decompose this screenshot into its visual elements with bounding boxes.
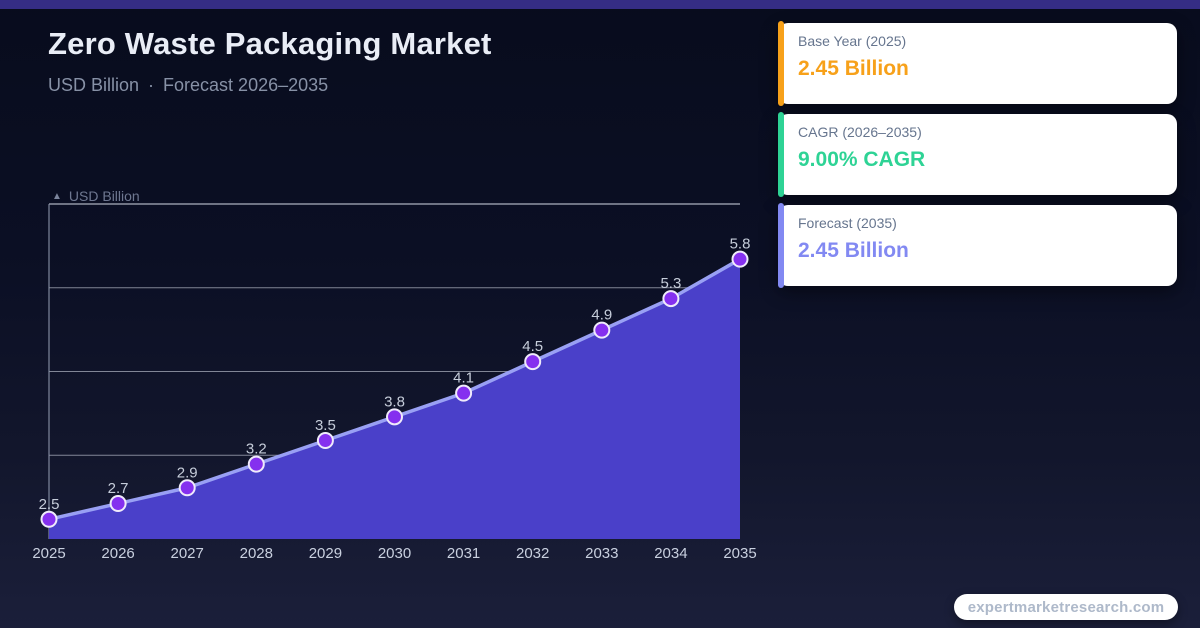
data-point-label: 4.5 [522, 338, 543, 355]
data-point-label: 5.3 [660, 275, 681, 292]
y-axis-label-text: USD Billion [68, 188, 140, 204]
data-point [593, 321, 611, 339]
x-tick-label: 2027 [171, 545, 204, 562]
x-tick-label: 2031 [447, 545, 480, 562]
stat-card-label: Forecast (2035) [798, 215, 897, 231]
data-point [524, 353, 542, 371]
data-point-label: 2.5 [39, 496, 60, 513]
website-badge-text: expertmarketresearch.com [967, 598, 1165, 616]
data-point [178, 479, 196, 497]
data-point-label: 3.2 [246, 441, 267, 458]
x-tick-label: 2034 [654, 545, 687, 562]
data-point-label: 4.1 [453, 370, 474, 387]
subtitle-unit: USD Billion [48, 75, 140, 95]
x-tick-label: 2025 [32, 545, 65, 562]
subtitle-separator: · [148, 75, 155, 95]
area-fill [49, 259, 740, 539]
data-point [247, 455, 265, 473]
data-point-label: 5.8 [730, 236, 751, 253]
data-point [731, 250, 749, 268]
x-tick-label: 2028 [240, 545, 273, 562]
axis-arrow-icon: ▲ [52, 190, 62, 202]
data-point [109, 495, 127, 513]
card-accent-stripe [778, 21, 784, 106]
stat-cards: Base Year (2025) 2.45 Billion CAGR (2026… [778, 21, 1177, 296]
card-accent-stripe [778, 112, 784, 197]
data-point [40, 510, 58, 528]
data-point-label: 3.5 [315, 417, 336, 434]
x-tick-label: 2030 [378, 545, 411, 562]
page-subtitle: USD Billion · Forecast 2026–2035 [48, 75, 492, 96]
header: Zero Waste Packaging Market USD Billion ·… [48, 26, 492, 96]
card-accent-stripe [778, 203, 784, 288]
x-tick-label: 2026 [101, 545, 134, 562]
trend-line [47, 257, 742, 522]
subtitle-forecast: Forecast 2026–2035 [163, 75, 329, 95]
data-point-label: 4.9 [591, 307, 612, 324]
stat-card-forecast: Forecast (2035) 2.45 Billion [778, 203, 1177, 288]
x-tick-label: 2032 [516, 545, 549, 562]
data-point [386, 408, 403, 426]
stat-card-label: CAGR (2026–2035) [798, 124, 922, 140]
x-tick-label: 2035 [723, 545, 756, 562]
top-accent-bar [0, 0, 1200, 9]
data-point [316, 431, 334, 449]
stat-card-value: 2.45 Billion [798, 239, 909, 262]
y-axis-label: ▲ USD Billion [52, 188, 140, 204]
data-point-label: 3.8 [384, 393, 405, 410]
data-point-label: 2.9 [177, 464, 198, 481]
page-title: Zero Waste Packaging Market [48, 26, 492, 61]
stat-card-value: 9.00% CAGR [798, 148, 926, 171]
x-tick-label: 2033 [585, 545, 618, 562]
stat-card-base-year: Base Year (2025) 2.45 Billion [778, 21, 1177, 106]
data-point-label: 2.7 [108, 480, 129, 497]
website-badge[interactable]: expertmarketresearch.com [954, 594, 1178, 620]
x-tick-label: 2029 [309, 545, 342, 562]
stat-card-label: Base Year (2025) [798, 33, 907, 49]
data-point [455, 384, 473, 402]
stat-card-value: 2.45 Billion [798, 57, 909, 80]
stat-card-cagr: CAGR (2026–2035) 9.00% CAGR [778, 112, 1177, 197]
data-point [662, 290, 680, 308]
